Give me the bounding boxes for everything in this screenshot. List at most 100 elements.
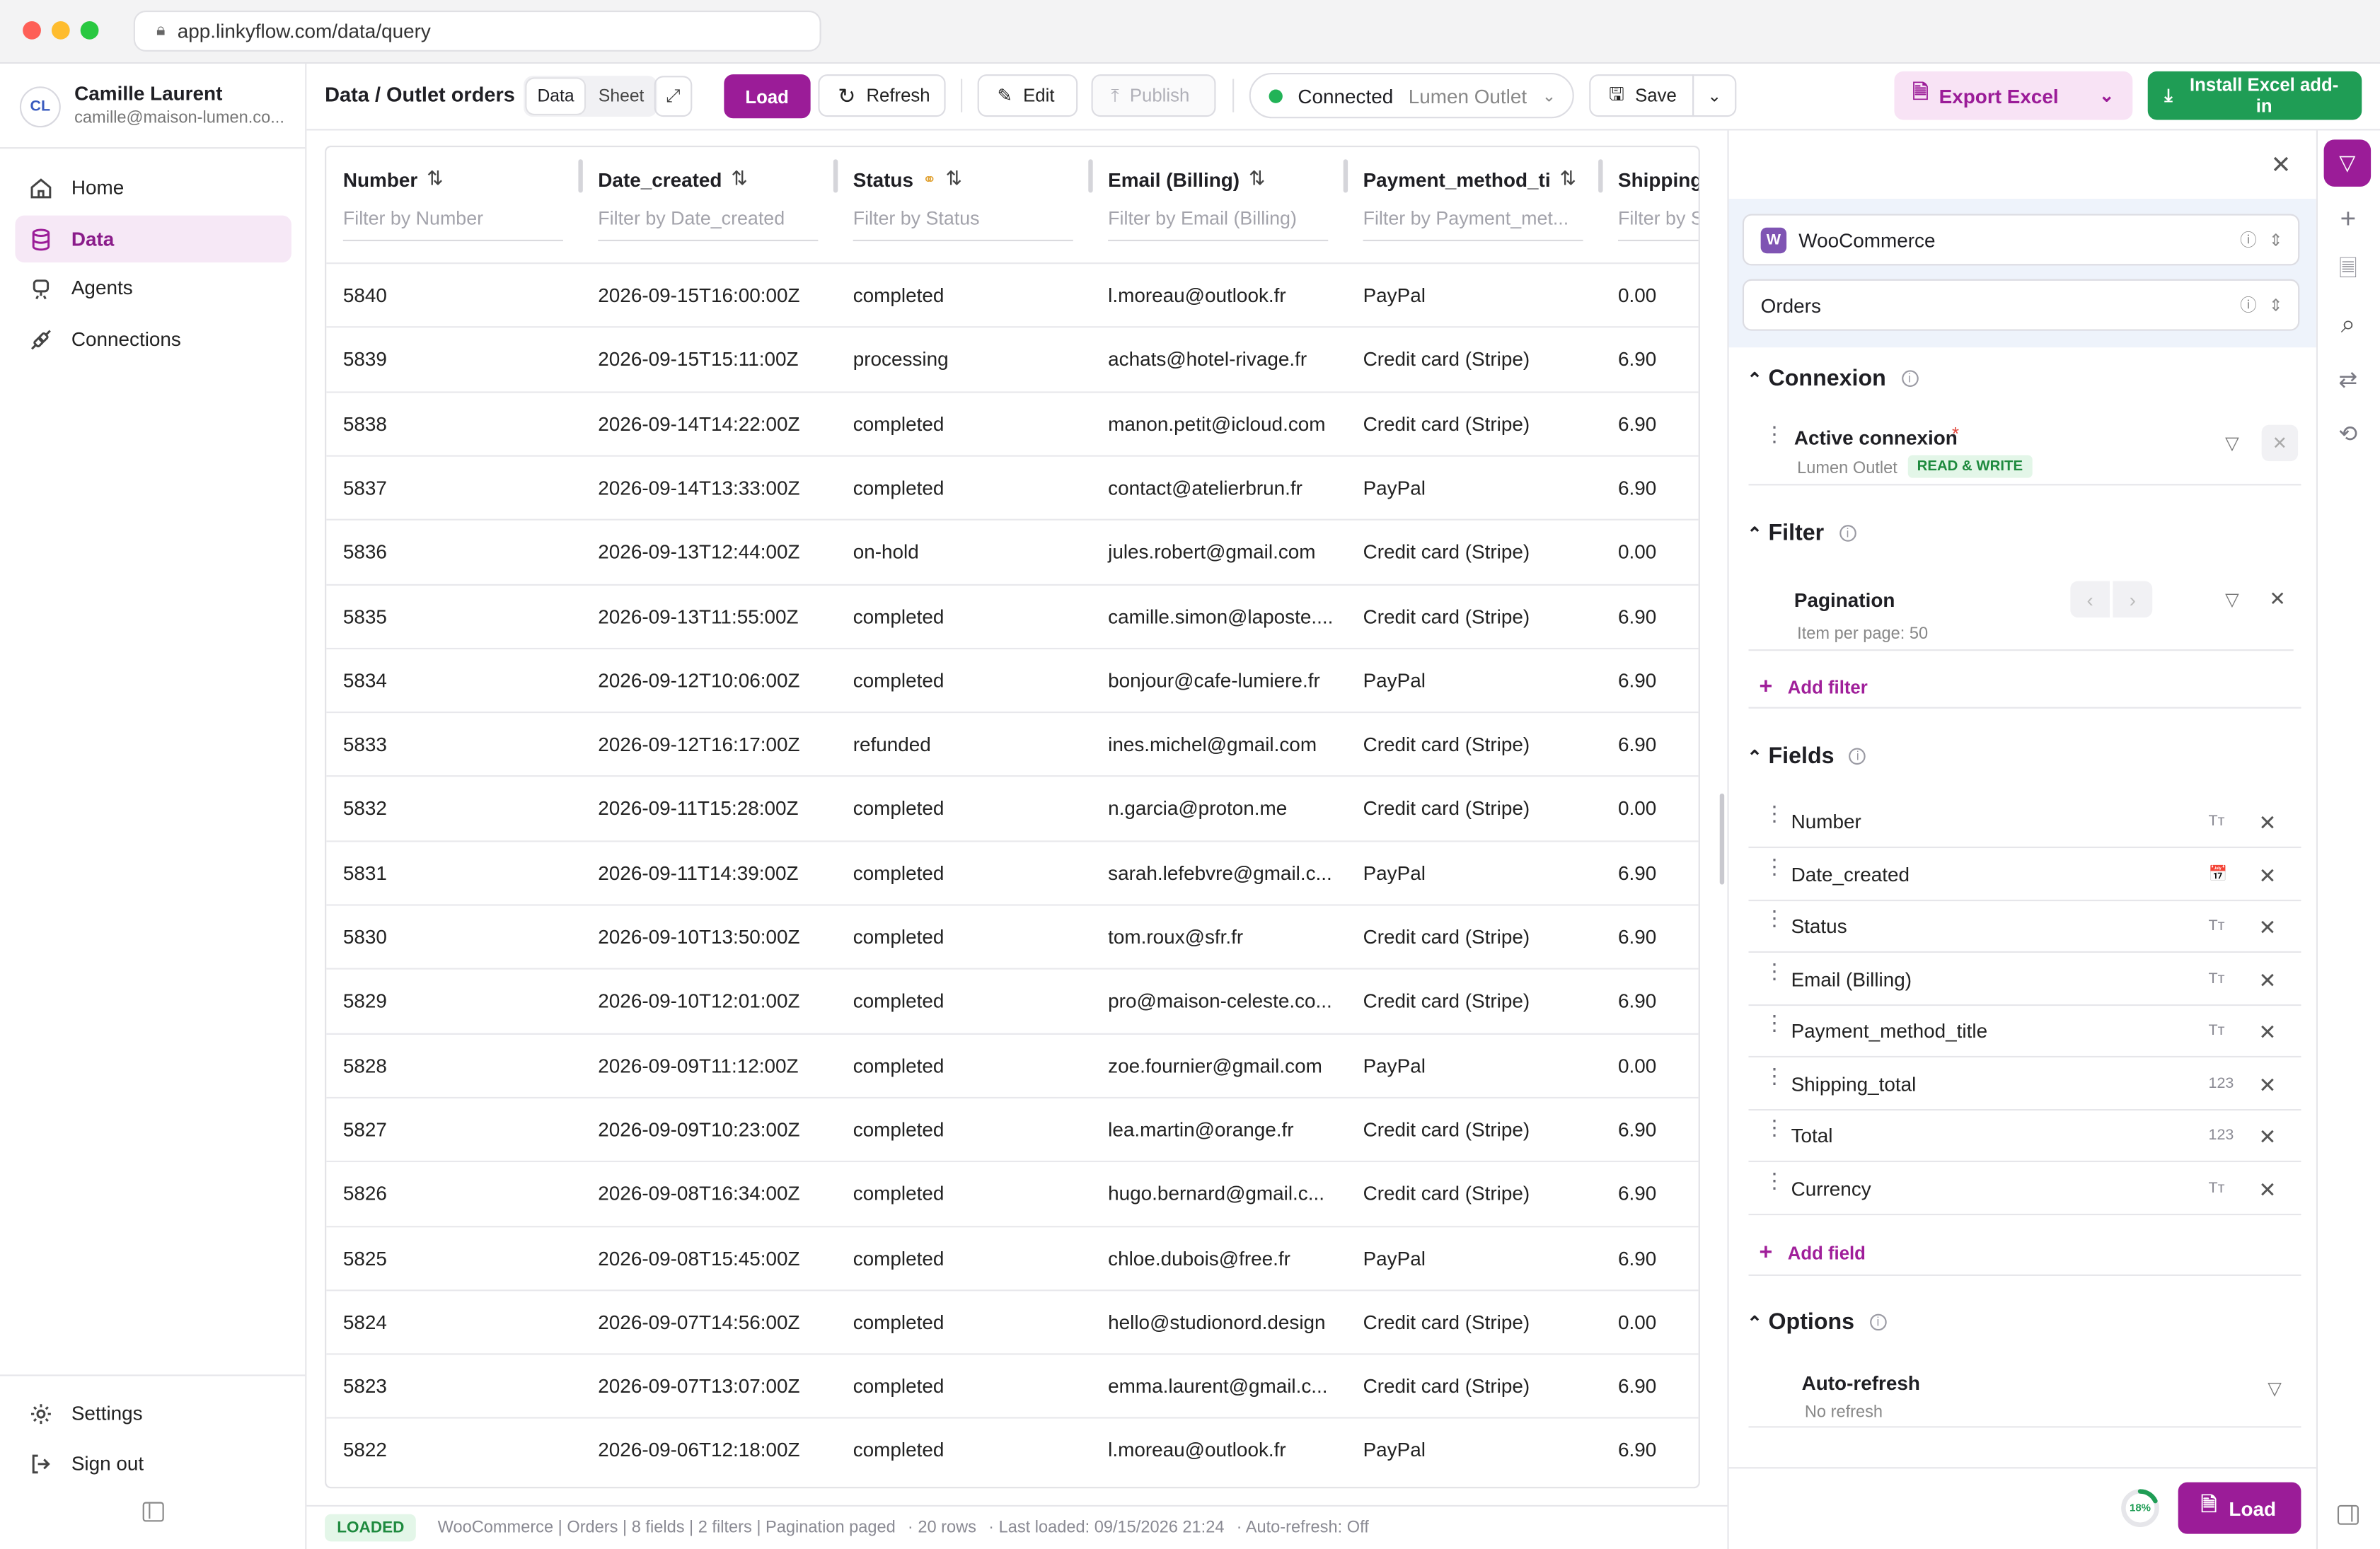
- table-row[interactable]: 5837 2026-09-14T13:33:00Z completed contact…: [326, 455, 1699, 518]
- remove-icon[interactable]: ✕: [2261, 424, 2299, 462]
- remove-field-icon[interactable]: ✕: [2258, 1124, 2277, 1149]
- filter-icon[interactable]: ▽: [2225, 588, 2239, 610]
- table-row[interactable]: 5833 2026-09-12T16:17:00Z refunded ines.mic…: [326, 712, 1699, 775]
- table-row[interactable]: 5840 2026-09-15T16:00:00Z completed l.morea…: [326, 262, 1699, 326]
- column-resize-handle[interactable]: [578, 159, 583, 193]
- column-header[interactable]: Payment_method_ti ⇅ Filter by Payment_met.…: [1346, 147, 1603, 262]
- column-filter-input[interactable]: Filter by Payment_met...: [1363, 208, 1583, 242]
- remove-field-icon[interactable]: ✕: [2258, 1176, 2277, 1201]
- drag-handle-icon[interactable]: ⋮: [1763, 1167, 1785, 1192]
- table-row[interactable]: 5827 2026-09-09T10:23:00Z completed lea.mar…: [326, 1096, 1699, 1161]
- drag-handle-icon[interactable]: ⋮: [1763, 958, 1785, 982]
- avatar[interactable]: CL: [19, 86, 61, 128]
- add-filter-button[interactable]: + Add filter: [1760, 673, 1868, 699]
- table-row[interactable]: 5828 2026-09-09T11:12:00Z completed zoe.fou…: [326, 1032, 1699, 1096]
- load-button[interactable]: Load: [724, 74, 810, 119]
- remove-field-icon[interactable]: ✕: [2258, 862, 2277, 887]
- add-field-button[interactable]: + Add field: [1760, 1239, 1866, 1265]
- edit-button[interactable]: ✎ Edit: [977, 74, 1078, 117]
- remove-field-icon[interactable]: ✕: [2258, 1072, 2277, 1096]
- field-row[interactable]: ⋮ Total 123 ✕: [1748, 1110, 2301, 1163]
- sort-icon[interactable]: ⇅: [1559, 166, 1576, 190]
- table-row[interactable]: 5831 2026-09-11T14:39:00Z completed sarah.l…: [326, 840, 1699, 904]
- sidebar-item-agents[interactable]: Agents: [15, 264, 291, 311]
- column-header[interactable]: Email (Billing) ⇅ Filter by Email (Billing…: [1092, 147, 1348, 262]
- sort-icon[interactable]: ⇅: [1248, 166, 1266, 190]
- column-header[interactable]: Status ⚭ ⇅ Filter by Status: [836, 147, 1093, 262]
- collapse-panel-icon[interactable]: [2337, 1504, 2359, 1525]
- next-page-icon[interactable]: ›: [2113, 581, 2153, 618]
- column-filter-input[interactable]: Filter by Number: [342, 208, 563, 242]
- table-row[interactable]: 5839 2026-09-15T15:11:00Z processing achats…: [326, 326, 1699, 390]
- search-icon[interactable]: ⌕: [2340, 309, 2356, 339]
- collapse-sidebar-icon[interactable]: [142, 1502, 164, 1522]
- fields-section-header[interactable]: ⌃ Fields i: [1747, 743, 1866, 770]
- table-row[interactable]: 5838 2026-09-14T14:22:00Z completed manon.p…: [326, 390, 1699, 455]
- drag-handle-icon[interactable]: ⋮: [1763, 905, 1785, 930]
- expand-icon[interactable]: ⤢: [654, 76, 693, 117]
- remove-field-icon[interactable]: ✕: [2258, 967, 2277, 992]
- save-options-button[interactable]: ⌄: [1692, 74, 1737, 117]
- drag-handle-icon[interactable]: ⋮: [1763, 1115, 1785, 1139]
- table-row[interactable]: 5826 2026-09-08T16:34:00Z completed hugo.be…: [326, 1161, 1699, 1224]
- column-header[interactable]: Date_created ⇅ Filter by Date_created: [582, 147, 838, 262]
- table-row[interactable]: 5834 2026-09-12T10:06:00Z completed bonjour…: [326, 647, 1699, 711]
- column-resize-handle[interactable]: [833, 159, 838, 193]
- column-header[interactable]: Number ⇅ Filter by Number: [326, 147, 583, 262]
- filter-icon[interactable]: ▽: [2225, 432, 2239, 454]
- field-row[interactable]: ⋮ Number Tт ✕: [1748, 796, 2301, 849]
- sign-out-link[interactable]: Sign out: [15, 1440, 291, 1487]
- notes-icon[interactable]: 🗏︎: [2338, 255, 2357, 282]
- filter-icon[interactable]: ▽: [2268, 1377, 2282, 1399]
- table-row[interactable]: 5835 2026-09-13T11:55:00Z completed camille…: [326, 583, 1699, 647]
- sort-icon[interactable]: ⇅: [945, 166, 962, 190]
- tab-sheet[interactable]: Sheet: [598, 87, 645, 106]
- table-row[interactable]: 5829 2026-09-10T12:01:00Z completed pro@mai…: [326, 968, 1699, 1032]
- publish-button[interactable]: ⤒ Publish: [1091, 74, 1216, 117]
- filter-section-header[interactable]: ⌃ Filter i: [1747, 521, 1856, 546]
- remove-icon[interactable]: ✕: [2269, 587, 2286, 610]
- column-resize-handle[interactable]: [1598, 159, 1603, 193]
- sort-icon[interactable]: ⇅: [427, 166, 444, 190]
- tab-data[interactable]: Data: [526, 79, 585, 114]
- options-section-header[interactable]: ⌃ Options i: [1747, 1309, 1887, 1335]
- sidebar-item-home[interactable]: Home: [15, 164, 291, 211]
- install-addin-button[interactable]: ⤓ Install Excel add-in: [2147, 71, 2362, 120]
- connexion-section-header[interactable]: ⌃ Connexion i: [1747, 366, 1918, 391]
- column-resize-handle[interactable]: [1088, 159, 1093, 193]
- table-row[interactable]: 5836 2026-09-13T12:44:00Z on-hold jules.rob…: [326, 518, 1699, 583]
- table-row[interactable]: 5823 2026-09-07T13:07:00Z completed emma.la…: [326, 1353, 1699, 1417]
- add-icon[interactable]: +: [2340, 202, 2357, 233]
- filter-panel-icon[interactable]: ▽: [2323, 139, 2372, 187]
- settings-link[interactable]: Settings: [15, 1390, 291, 1437]
- column-header[interactable]: Shipping Filter by S: [1601, 147, 1699, 262]
- connection-select[interactable]: Connected Lumen Outlet ⌄: [1249, 72, 1574, 119]
- column-filter-input[interactable]: Filter by Date_created: [598, 208, 819, 242]
- field-row[interactable]: ⋮ Currency Tт ✕: [1748, 1163, 2301, 1215]
- sidebar-item-data[interactable]: Data: [15, 215, 291, 263]
- history-icon[interactable]: ⟲: [2338, 422, 2358, 448]
- panel-load-button[interactable]: 🗎︎ Load: [2178, 1482, 2301, 1534]
- scrollbar[interactable]: [1719, 793, 1725, 885]
- drag-handle-icon[interactable]: ⋮: [1763, 1010, 1785, 1035]
- field-row[interactable]: ⋮ Date_created 📅 ✕: [1748, 849, 2301, 901]
- refresh-button[interactable]: ↻ Refresh: [818, 74, 946, 117]
- field-row[interactable]: ⋮ Email (Billing) Tт ✕: [1748, 953, 2301, 1006]
- remove-field-icon[interactable]: ✕: [2258, 915, 2277, 939]
- table-row[interactable]: 5832 2026-09-11T15:28:00Z completed n.garci…: [326, 775, 1699, 840]
- entity-select[interactable]: Orders ⓘ ⇕: [1742, 279, 2300, 331]
- source-select[interactable]: W WooCommerce ⓘ ⇕: [1742, 214, 2300, 266]
- remove-field-icon[interactable]: ✕: [2258, 810, 2277, 835]
- close-icon[interactable]: ✕: [2270, 153, 2292, 180]
- drag-handle-icon[interactable]: ⋮: [1763, 853, 1785, 878]
- prev-page-icon[interactable]: ‹: [2070, 581, 2110, 618]
- drag-handle-icon[interactable]: ⋮: [1763, 422, 1785, 446]
- sidebar-item-connections[interactable]: Connections: [15, 315, 291, 362]
- table-row[interactable]: 5825 2026-09-08T15:45:00Z completed chloe.d…: [326, 1225, 1699, 1289]
- column-resize-handle[interactable]: [1343, 159, 1348, 193]
- field-row[interactable]: ⋮ Shipping_total 123 ✕: [1748, 1058, 2301, 1110]
- field-row[interactable]: ⋮ Payment_method_title Tт ✕: [1748, 1006, 2301, 1058]
- sort-icon[interactable]: ⇅: [731, 166, 748, 190]
- column-filter-input[interactable]: Filter by Status: [853, 208, 1073, 242]
- save-button[interactable]: 🖫︎ Save: [1589, 74, 1694, 117]
